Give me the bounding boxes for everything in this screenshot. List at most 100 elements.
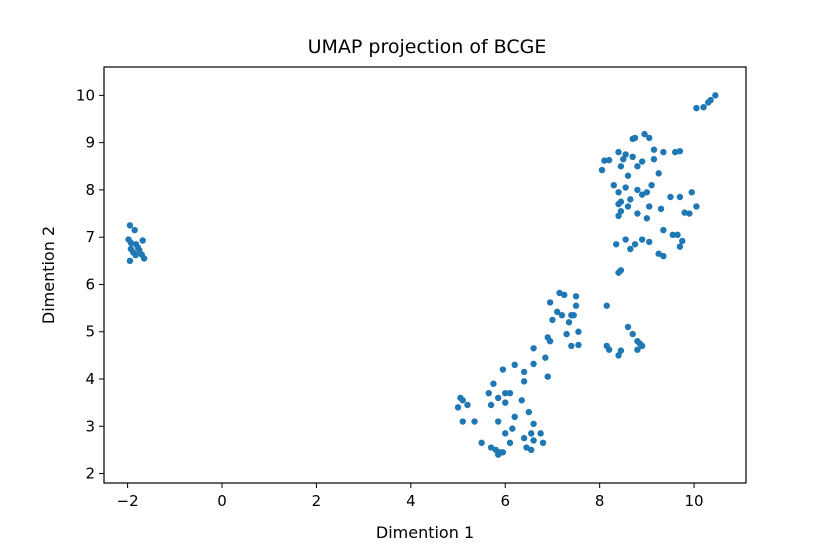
x-tick-label: 6 <box>500 492 510 510</box>
y-tick-label: 9 <box>85 134 95 152</box>
data-point <box>638 236 646 243</box>
data-point <box>646 238 653 246</box>
data-point <box>520 368 528 376</box>
data-point <box>603 302 610 309</box>
data-point <box>518 397 525 404</box>
data-point <box>648 181 655 189</box>
scatter-points <box>125 92 719 458</box>
data-point <box>530 360 537 368</box>
data-point <box>598 166 606 174</box>
data-point <box>502 389 509 397</box>
chart-title: UMAP projection of BCGE <box>308 36 547 58</box>
data-point <box>646 203 653 210</box>
data-point <box>646 134 653 142</box>
data-point <box>506 439 514 447</box>
data-point <box>624 203 632 210</box>
data-point <box>638 191 646 198</box>
data-point <box>705 99 712 106</box>
data-point <box>454 404 462 411</box>
data-point <box>572 302 580 309</box>
data-point <box>523 444 530 451</box>
y-tick-label: 2 <box>85 465 95 483</box>
data-point <box>601 157 608 164</box>
data-point <box>464 401 471 409</box>
data-point <box>622 184 629 191</box>
y-axis-label: Dimention 2 <box>39 226 58 324</box>
data-point <box>638 158 646 165</box>
data-point <box>643 215 651 222</box>
data-point <box>485 389 492 397</box>
data-point <box>615 212 622 220</box>
data-point <box>617 207 625 215</box>
data-point <box>487 444 495 451</box>
data-point <box>693 203 700 210</box>
plot-area-frame <box>103 66 747 484</box>
data-point <box>622 151 629 158</box>
data-point <box>502 399 509 406</box>
x-tick-label: 4 <box>406 492 416 510</box>
data-point <box>494 451 502 458</box>
data-point <box>546 337 554 345</box>
data-point <box>575 341 582 349</box>
data-point <box>615 352 622 359</box>
y-axis: 2 3 4 5 6 7 8 9 10 <box>76 86 104 483</box>
data-point <box>634 186 641 194</box>
data-point <box>676 193 684 201</box>
data-point <box>660 252 667 260</box>
y-tick-label: 6 <box>85 275 95 293</box>
data-point <box>558 311 566 319</box>
data-point <box>546 299 554 306</box>
data-point <box>511 361 518 369</box>
x-axis: −2 0 2 4 6 8 10 <box>117 483 704 510</box>
data-point <box>126 257 134 265</box>
data-point <box>676 243 684 250</box>
data-point <box>539 439 547 447</box>
data-point <box>487 401 495 409</box>
data-point <box>499 366 507 373</box>
data-point <box>506 389 514 397</box>
data-point <box>655 250 662 257</box>
y-tick-label: 10 <box>76 86 95 104</box>
data-point <box>140 255 148 262</box>
data-point <box>650 155 658 163</box>
data-point <box>530 345 537 352</box>
data-point <box>542 354 549 361</box>
x-tick-label: −2 <box>117 492 139 510</box>
data-point <box>641 130 648 138</box>
data-point <box>674 231 681 239</box>
data-point <box>655 170 662 177</box>
data-point <box>624 172 632 179</box>
data-point <box>139 237 146 244</box>
data-point <box>520 378 528 385</box>
data-point <box>615 189 622 196</box>
data-point <box>528 430 535 437</box>
data-point <box>622 236 629 243</box>
x-tick-label: 2 <box>312 492 322 510</box>
data-point <box>530 437 537 444</box>
y-tick-label: 5 <box>85 323 95 341</box>
data-point <box>127 239 135 247</box>
data-point <box>494 418 502 425</box>
data-point <box>568 342 575 350</box>
data-point <box>638 342 646 350</box>
data-point <box>131 226 138 234</box>
data-point <box>528 446 535 454</box>
data-point <box>634 346 641 353</box>
y-tick-label: 8 <box>85 181 95 199</box>
data-point <box>671 148 679 156</box>
data-point <box>650 146 658 153</box>
data-point <box>563 330 570 338</box>
data-point <box>561 291 568 299</box>
data-point <box>471 418 478 425</box>
data-point <box>634 163 641 170</box>
data-point <box>490 380 497 387</box>
data-point <box>615 269 622 276</box>
data-point <box>544 373 551 380</box>
data-point <box>693 104 700 112</box>
data-point <box>620 155 627 163</box>
x-tick-label: 10 <box>685 492 704 510</box>
data-point <box>667 193 674 201</box>
data-point <box>627 245 634 253</box>
x-tick-label: 8 <box>595 492 605 510</box>
